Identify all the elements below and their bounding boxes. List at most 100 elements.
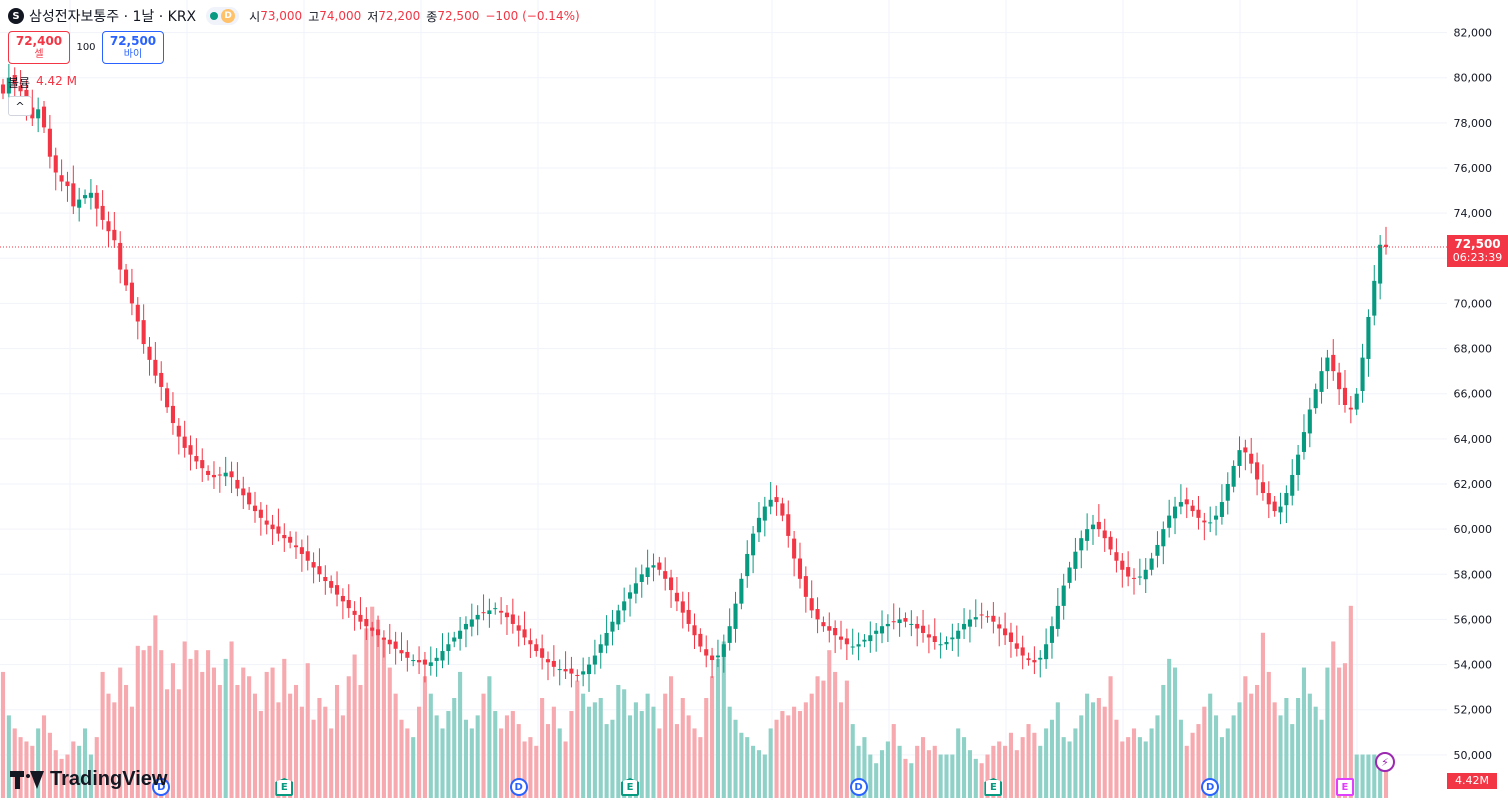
volume-bar [586,706,592,798]
candle-body [1255,462,1260,480]
buy-label: 바이 [123,48,143,60]
volume-bar [1079,715,1084,798]
candle-body [991,615,996,622]
candle-body [721,644,726,657]
volume-bar [809,693,814,798]
candle-body [1096,521,1101,530]
candle-body [1143,569,1148,580]
volume-bar [686,715,691,798]
candle-body [1243,447,1248,453]
volume-bar [669,676,674,798]
candle-body [276,526,281,534]
volume-bar [487,676,492,798]
candle-body [405,651,410,658]
volume-bar [370,606,375,798]
volume-axis-tag: 4.42M [1447,773,1497,789]
volume-bar [223,658,228,798]
volume-legend[interactable]: 볼륨 4.42 M [8,74,77,91]
volume-bar [0,671,6,798]
volume-bar [1014,750,1019,798]
volume-bar [569,711,574,798]
earnings-marker[interactable]: E [621,778,640,796]
volume-bar [528,737,533,798]
volume-bar [862,737,867,798]
market-status[interactable]: D [206,7,240,25]
quick-trade-panel: 72,400 셀 100 72,500 바이 [8,31,164,64]
candle-body [1237,450,1242,466]
candle-body [1208,522,1213,524]
candle-body [645,567,650,577]
collapse-legend-button[interactable]: ^ [8,96,32,116]
symbol-header: S 삼성전자보통주 · 1날 · KRX D 시 73,000 고 74,000 저… [8,6,586,26]
volume-bar [780,711,785,798]
volume-bar [317,698,322,798]
volume-bar [1161,684,1166,798]
tradingview-logo[interactable]: TradingView [10,768,167,791]
volume-bar [282,658,287,798]
dividend-marker[interactable]: D [1201,778,1220,796]
candle-body [47,128,52,157]
symbol-logo-icon[interactable]: S [8,8,24,24]
candlesticks [0,63,1389,692]
symbol-title[interactable]: 삼성전자보통주 · 1날 · KRX [29,9,197,25]
volume-bar [1085,693,1090,798]
volume-bar [1266,671,1271,798]
volume-bar [1243,676,1248,798]
quantity-value[interactable]: 100 [76,42,96,53]
candle-body [604,632,609,646]
price-tick-label: 80,000 [1454,72,1493,85]
volume-bar [915,745,920,798]
volume-bar [200,671,205,798]
candle-body [440,651,445,661]
earnings-marker[interactable]: E [1335,778,1354,796]
candle-body [686,609,691,624]
volume-bar [973,758,978,798]
volume-bar [481,693,486,798]
volume-bar [165,689,170,798]
volume-bar [323,706,328,798]
candle-body [1108,536,1113,550]
price-tick-label: 70,000 [1454,297,1493,310]
candle-body [200,460,205,469]
dividend-marker[interactable]: D [152,778,171,796]
candle-body [569,668,574,674]
volume-bar [997,741,1002,798]
sell-button[interactable]: 72,400 셀 [8,31,70,64]
candle-body [1055,605,1060,629]
volume-bar [821,680,826,798]
volume-bar [229,641,234,798]
candle-body [622,601,627,611]
volume-bar [1290,724,1295,798]
candle-body [950,637,955,640]
candle-body [1155,544,1160,556]
volume-bar [592,702,597,798]
candle-body [821,622,826,627]
candle-body [469,619,474,627]
volume-bar [469,728,474,798]
candle-body [663,571,668,579]
earnings-marker[interactable]: E [275,778,294,796]
candle-body [522,629,527,638]
volume-bar [329,728,334,798]
candle-body [633,583,638,594]
price-axis[interactable]: 82,00080,00078,00076,00074,00072,00070,0… [1454,27,1493,762]
close-label: 종 [426,9,438,24]
candle-body [756,517,762,533]
volume-bar [633,702,638,798]
volume-bar [417,706,422,798]
dividend-marker[interactable]: D [849,778,868,796]
candle-body [592,655,597,665]
volume-bar [434,715,439,798]
flash-icon[interactable]: ⚡ [1375,752,1395,772]
volume-bar [217,684,222,798]
dividend-marker[interactable]: D [509,778,528,796]
volume-bar [1225,728,1230,798]
candle-body [809,598,814,611]
candle-body [762,506,767,521]
volume-bar [1378,754,1383,798]
candle-body [288,536,293,543]
buy-button[interactable]: 72,500 바이 [102,31,164,64]
candle-body [598,644,603,653]
earnings-marker[interactable]: E [984,778,1003,796]
